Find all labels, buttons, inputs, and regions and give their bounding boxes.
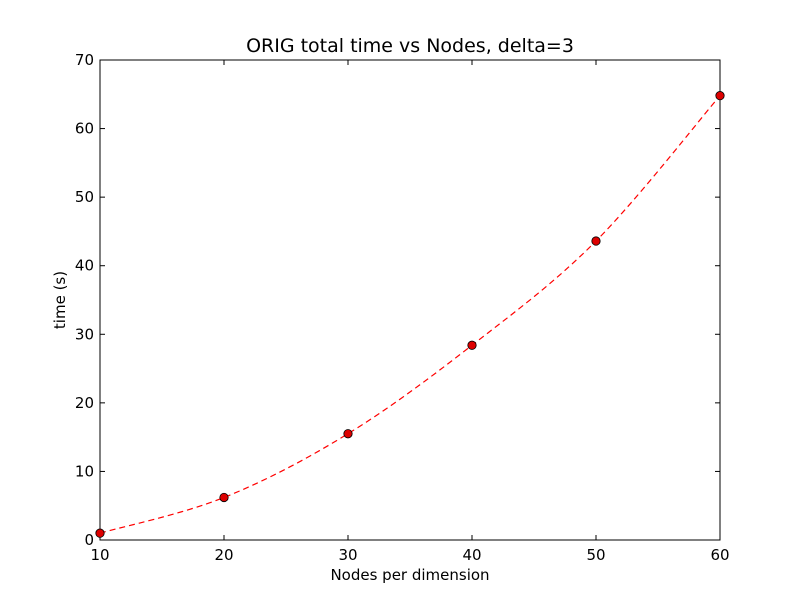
x-tick-label: 30 xyxy=(338,546,357,564)
x-tick-label: 40 xyxy=(462,546,481,564)
x-axis-tick-labels: 10 20 30 40 50 60 xyxy=(90,546,729,564)
data-point xyxy=(715,91,725,101)
data-point xyxy=(343,429,353,439)
data-point xyxy=(591,236,601,246)
y-tick-label: 30 xyxy=(75,325,94,343)
y-tick-label: 70 xyxy=(75,51,94,69)
plot-area-frame xyxy=(99,59,721,541)
x-tick-label: 50 xyxy=(586,546,605,564)
tick-marks xyxy=(99,59,721,541)
data-point xyxy=(95,528,105,538)
x-tick-label: 20 xyxy=(214,546,233,564)
data-point xyxy=(219,492,229,503)
y-tick-label: 60 xyxy=(75,120,94,138)
series-markers xyxy=(95,91,725,538)
x-axis-title: Nodes per dimension xyxy=(330,566,489,584)
y-tick-label: 10 xyxy=(75,462,94,480)
chart-title: ORIG total time vs Nodes, delta=3 xyxy=(246,35,574,57)
y-axis-title: time (s) xyxy=(51,271,69,329)
y-tick-label: 0 xyxy=(84,531,94,549)
series-line xyxy=(99,95,721,534)
y-axis-tick-labels: 0 10 20 30 40 50 60 70 xyxy=(75,51,94,549)
data-point xyxy=(467,340,477,350)
y-tick-label: 50 xyxy=(75,188,94,206)
y-tick-label: 20 xyxy=(75,394,94,412)
x-tick-label: 60 xyxy=(710,546,729,564)
x-tick-label: 10 xyxy=(90,546,109,564)
y-tick-label: 40 xyxy=(75,257,94,275)
